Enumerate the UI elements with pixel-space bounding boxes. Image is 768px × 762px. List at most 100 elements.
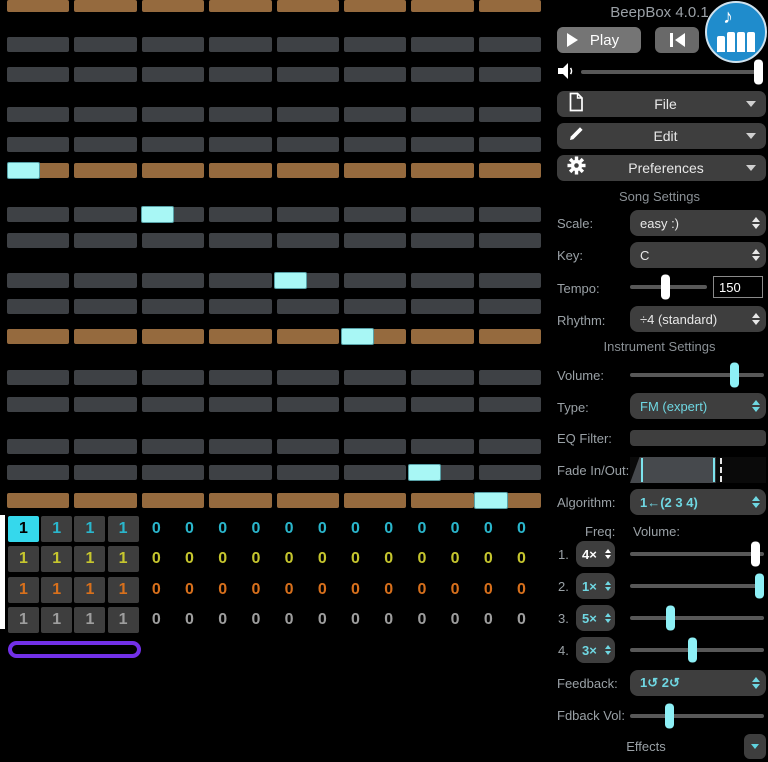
- track-cell[interactable]: 0: [218, 611, 228, 629]
- loop-bar[interactable]: [8, 641, 141, 658]
- note[interactable]: [340, 328, 375, 345]
- track-cell[interactable]: 0: [317, 611, 327, 629]
- preferences-menu[interactable]: Preferences: [557, 155, 766, 181]
- track-cell[interactable]: 0: [483, 550, 493, 568]
- track-cell[interactable]: 0: [218, 580, 228, 598]
- track-cell[interactable]: 0: [417, 580, 427, 598]
- track-cell[interactable]: 1: [74, 607, 106, 634]
- note[interactable]: [7, 162, 41, 179]
- track-cell[interactable]: 0: [351, 520, 360, 537]
- track-cell[interactable]: 0: [317, 580, 327, 598]
- track-cell[interactable]: 0: [351, 580, 360, 598]
- track-cell[interactable]: 0: [317, 550, 327, 568]
- slider-thumb[interactable]: [687, 637, 697, 663]
- fdback-vol-slider[interactable]: [630, 703, 764, 729]
- track-cell[interactable]: 0: [483, 580, 493, 598]
- note[interactable]: [274, 272, 308, 289]
- track-cell[interactable]: 0: [284, 520, 294, 537]
- track-cell[interactable]: 0: [251, 580, 261, 598]
- track-cell[interactable]: 1: [107, 607, 139, 634]
- slider-thumb[interactable]: [754, 59, 763, 85]
- note[interactable]: [140, 206, 174, 223]
- track-cell[interactable]: 0: [417, 520, 427, 537]
- rhythm-select[interactable]: ÷4 (standard): [630, 306, 766, 332]
- track-cell[interactable]: 1: [8, 546, 39, 573]
- track-cell[interactable]: 1: [8, 576, 39, 603]
- track-cell[interactable]: 0: [384, 520, 394, 537]
- track-cell[interactable]: 0: [384, 580, 394, 598]
- track-cell[interactable]: 1: [41, 576, 73, 603]
- type-select[interactable]: FM (expert): [630, 393, 766, 419]
- track-cell[interactable]: 0: [251, 550, 261, 568]
- track-cell[interactable]: 0: [450, 580, 460, 598]
- track-cell[interactable]: 0: [185, 520, 194, 537]
- tempo-input[interactable]: 150: [713, 276, 763, 298]
- track-cell[interactable]: 1: [107, 546, 139, 573]
- operator-freq-select[interactable]: 1×: [576, 573, 615, 599]
- edit-menu[interactable]: Edit: [557, 123, 766, 149]
- track-cell[interactable]: 0: [284, 580, 294, 598]
- slider-thumb[interactable]: [751, 541, 761, 567]
- prev-bar-button[interactable]: [655, 27, 699, 53]
- track-cell[interactable]: 0: [151, 580, 161, 598]
- track-cell[interactable]: 0: [284, 611, 294, 629]
- track-cell[interactable]: 1: [107, 576, 139, 603]
- track-cell[interactable]: 0: [218, 520, 228, 537]
- operator-freq-select[interactable]: 3×: [576, 637, 615, 663]
- slider-thumb[interactable]: [660, 274, 670, 300]
- operator-volume-slider[interactable]: [630, 573, 764, 599]
- operator-volume-slider[interactable]: [630, 637, 764, 663]
- feedback-select[interactable]: 1↺ 2↺: [630, 670, 766, 696]
- track-cell[interactable]: 0: [251, 611, 261, 629]
- operator-volume-slider[interactable]: [630, 541, 764, 567]
- operator-freq-select[interactable]: 4×: [576, 541, 615, 567]
- effects-dropdown-button[interactable]: [744, 734, 766, 759]
- algorithm-select[interactable]: 1←(2 3 4): [630, 489, 766, 515]
- track-cell[interactable]: 0: [185, 550, 194, 568]
- inst-volume-slider[interactable]: [630, 362, 764, 388]
- track-cell[interactable]: 0: [284, 550, 294, 568]
- track-cell[interactable]: 0: [517, 550, 526, 568]
- track-cell[interactable]: 0: [384, 550, 394, 568]
- slider-thumb[interactable]: [730, 362, 739, 388]
- track-cell[interactable]: 0: [218, 550, 228, 568]
- track-cell[interactable]: 0: [483, 520, 493, 537]
- scale-select[interactable]: easy :): [630, 210, 766, 236]
- key-select[interactable]: C: [630, 242, 766, 268]
- tempo-slider[interactable]: [630, 274, 707, 300]
- track-cell[interactable]: 1: [41, 607, 73, 634]
- track-cell[interactable]: 0: [517, 520, 526, 537]
- eq-filter-editor[interactable]: [630, 430, 766, 446]
- note[interactable]: [407, 464, 441, 481]
- track-cell[interactable]: 0: [384, 611, 394, 629]
- operator-volume-slider[interactable]: [630, 605, 764, 631]
- fade-in-out-editor[interactable]: [630, 457, 766, 483]
- track-cell[interactable]: 0: [483, 611, 493, 629]
- play-button[interactable]: Play: [557, 27, 641, 53]
- track-cell[interactable]: 0: [185, 580, 194, 598]
- track-cell[interactable]: 0: [417, 550, 427, 568]
- track-cell[interactable]: 1: [74, 516, 106, 542]
- track-cell[interactable]: 1: [41, 546, 73, 573]
- track-cell[interactable]: 1: [74, 576, 106, 603]
- track-cell[interactable]: 0: [251, 520, 261, 537]
- main-volume-slider[interactable]: [581, 59, 763, 85]
- pattern-editor[interactable]: [0, 0, 548, 515]
- operator-freq-select[interactable]: 5×: [576, 605, 615, 631]
- file-menu[interactable]: File: [557, 91, 766, 117]
- beepbox-logo[interactable]: ♪: [705, 1, 767, 63]
- track-cell[interactable]: 0: [417, 611, 427, 629]
- track-cell[interactable]: 0: [317, 520, 327, 537]
- slider-thumb[interactable]: [665, 703, 674, 729]
- slider-thumb[interactable]: [755, 573, 764, 599]
- track-cell[interactable]: 1: [41, 516, 73, 542]
- track-cell[interactable]: 1: [8, 516, 39, 542]
- track-cell[interactable]: 0: [151, 520, 161, 537]
- track-cell[interactable]: 0: [351, 550, 360, 568]
- track-cell[interactable]: 0: [185, 611, 194, 629]
- track-cell[interactable]: 0: [517, 611, 526, 629]
- track-cell[interactable]: 0: [151, 611, 161, 629]
- track-cell[interactable]: 1: [74, 546, 106, 573]
- slider-thumb[interactable]: [666, 605, 676, 631]
- track-cell[interactable]: 0: [450, 611, 460, 629]
